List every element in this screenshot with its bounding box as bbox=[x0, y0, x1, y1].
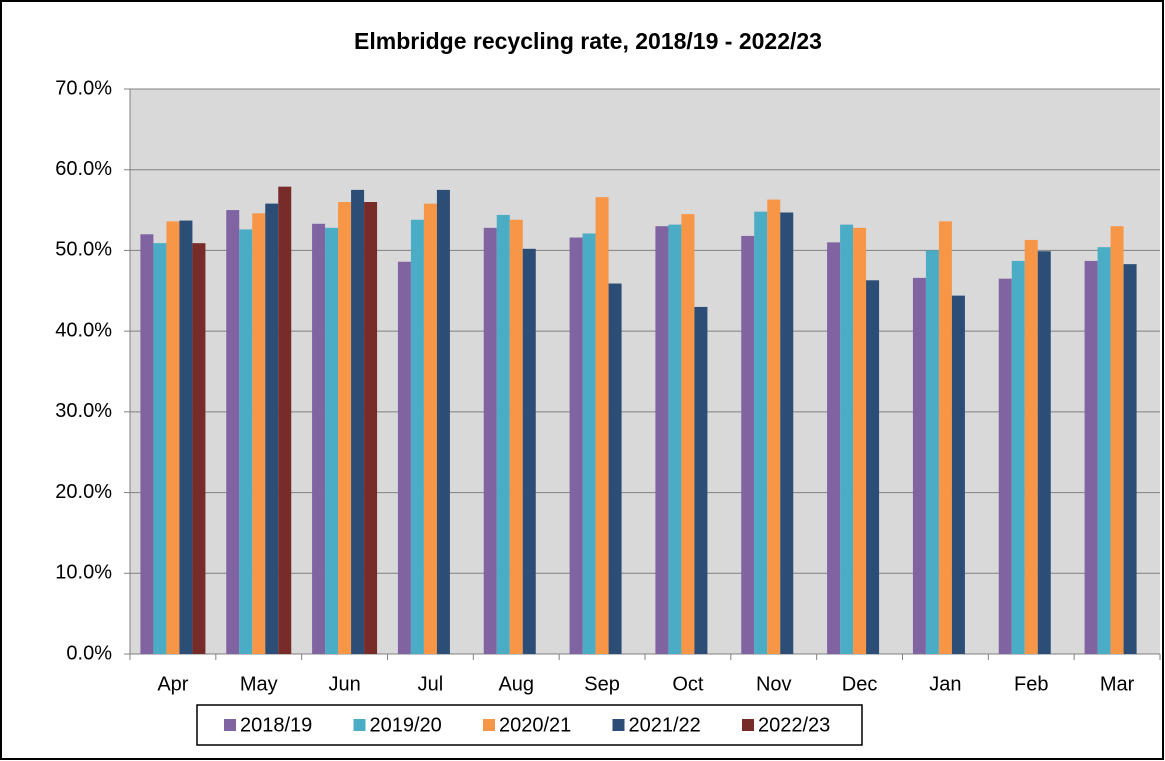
bar bbox=[853, 227, 867, 655]
x-tick-label: Dec bbox=[842, 673, 878, 695]
bar bbox=[192, 243, 206, 654]
bar bbox=[1123, 264, 1137, 654]
bar bbox=[754, 211, 768, 654]
legend-swatch bbox=[224, 719, 236, 731]
bar bbox=[397, 261, 411, 654]
x-tick-label: Jul bbox=[418, 673, 444, 695]
bar bbox=[226, 210, 240, 655]
bar bbox=[410, 219, 424, 654]
bar bbox=[1097, 247, 1111, 654]
bar bbox=[436, 189, 450, 654]
bar bbox=[780, 212, 794, 654]
legend-swatch bbox=[483, 719, 495, 731]
x-tick-label: Apr bbox=[157, 673, 188, 695]
legend-label: 2020/21 bbox=[499, 714, 571, 736]
y-tick-label: 70.0% bbox=[55, 77, 112, 99]
bar bbox=[522, 248, 536, 655]
legend-swatch bbox=[353, 719, 366, 731]
bar bbox=[312, 223, 326, 655]
plot-area bbox=[130, 89, 1160, 654]
legend-label: 2018/19 bbox=[240, 714, 312, 736]
bar bbox=[483, 227, 497, 655]
bar bbox=[668, 224, 682, 654]
bar bbox=[741, 235, 755, 654]
x-tick-label: Nov bbox=[756, 673, 792, 695]
bar bbox=[951, 295, 965, 654]
bar bbox=[827, 242, 841, 654]
bar bbox=[840, 224, 854, 654]
x-tick-label: Jun bbox=[328, 673, 360, 695]
x-tick-label: Mar bbox=[1100, 673, 1135, 695]
chart-title: Elmbridge recycling rate, 2018/19 - 2022… bbox=[354, 28, 822, 54]
bar bbox=[582, 233, 596, 654]
bar bbox=[509, 219, 523, 654]
bar bbox=[179, 220, 193, 655]
bar bbox=[351, 189, 365, 654]
bar bbox=[608, 283, 622, 654]
bar bbox=[1084, 260, 1098, 654]
bar bbox=[325, 227, 339, 655]
bar bbox=[938, 221, 952, 654]
bar bbox=[338, 202, 352, 654]
legend-swatch bbox=[742, 719, 754, 731]
bar bbox=[694, 306, 708, 654]
bar bbox=[423, 203, 437, 654]
bar bbox=[767, 199, 781, 655]
x-tick-label: May bbox=[240, 673, 278, 695]
bar bbox=[569, 237, 583, 654]
bar bbox=[1011, 260, 1025, 654]
bar bbox=[239, 229, 253, 654]
y-tick-label: 40.0% bbox=[55, 319, 112, 341]
legend-label: 2019/20 bbox=[370, 714, 442, 736]
bar bbox=[1024, 239, 1038, 654]
legend-label: 2021/22 bbox=[629, 714, 701, 736]
y-tick-label: 20.0% bbox=[55, 481, 112, 503]
bar bbox=[496, 214, 510, 654]
bar bbox=[866, 280, 880, 654]
bar bbox=[925, 250, 939, 654]
y-tick-label: 50.0% bbox=[55, 239, 112, 261]
bar bbox=[655, 226, 669, 654]
x-tick-label: Aug bbox=[498, 673, 534, 695]
bar bbox=[681, 214, 695, 654]
bar bbox=[166, 221, 180, 654]
bar bbox=[265, 203, 279, 654]
y-tick-label: 0.0% bbox=[66, 642, 112, 664]
bar bbox=[998, 278, 1012, 654]
bar bbox=[252, 213, 266, 655]
legend-swatch bbox=[612, 719, 625, 731]
bar bbox=[1037, 251, 1051, 654]
x-tick-label: Sep bbox=[584, 673, 620, 695]
y-tick-label: 60.0% bbox=[55, 158, 112, 180]
legend-label: 2022/23 bbox=[758, 714, 830, 736]
bar bbox=[912, 277, 926, 654]
bar bbox=[595, 197, 609, 654]
y-tick-label: 30.0% bbox=[55, 400, 112, 422]
bar bbox=[364, 202, 378, 654]
bar bbox=[140, 234, 154, 655]
y-tick-label: 10.0% bbox=[55, 562, 112, 584]
x-tick-label: Oct bbox=[672, 673, 704, 695]
x-tick-label: Feb bbox=[1014, 673, 1048, 695]
bar bbox=[278, 186, 292, 654]
bar bbox=[1110, 226, 1124, 654]
bar bbox=[153, 243, 167, 654]
x-tick-label: Jan bbox=[929, 673, 961, 695]
